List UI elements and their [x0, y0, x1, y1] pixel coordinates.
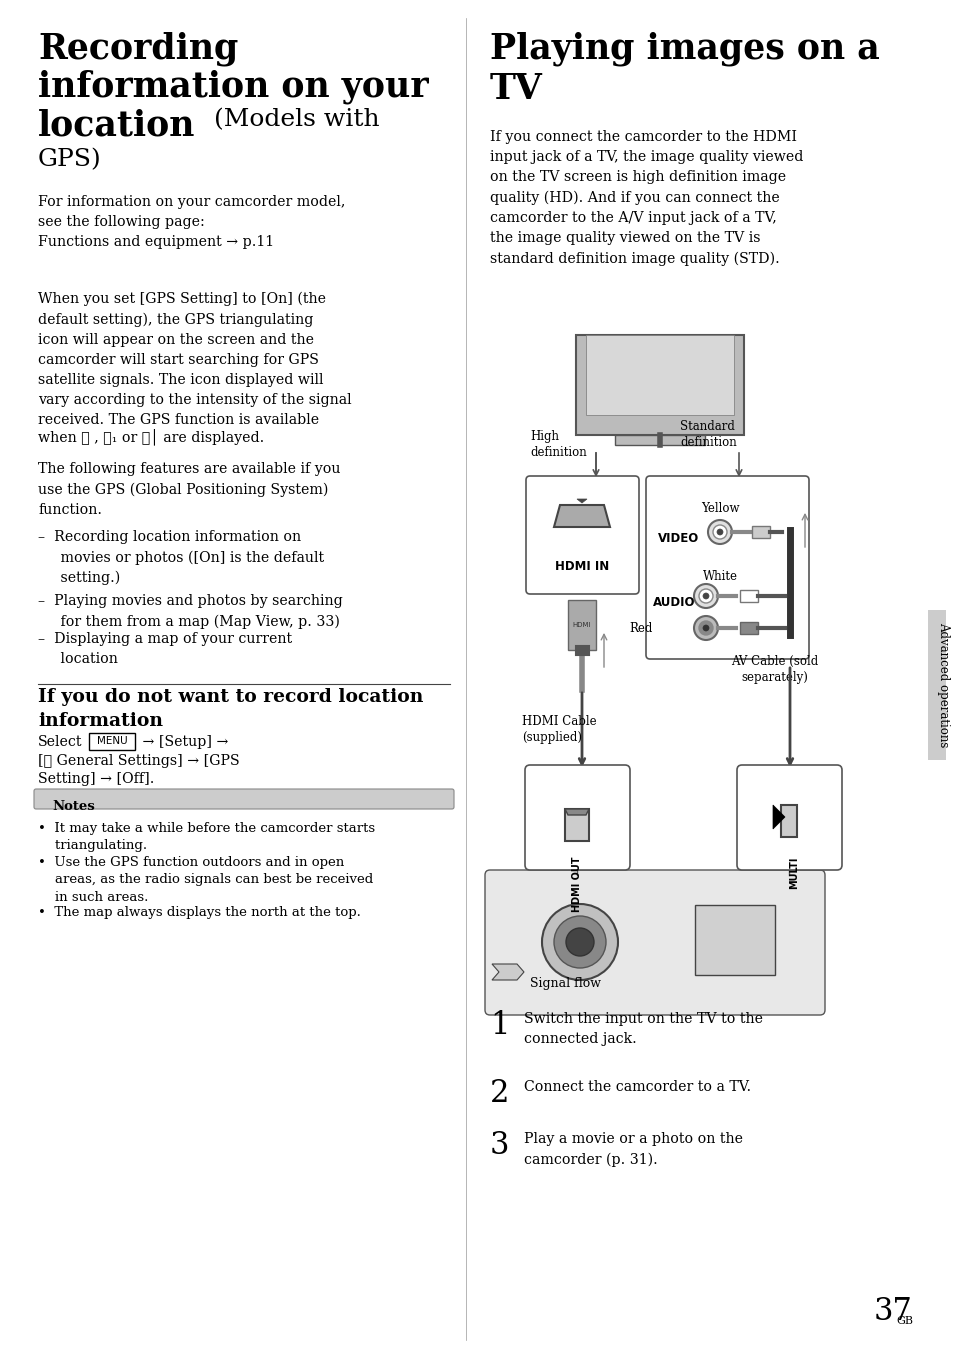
Text: High
definition: High definition — [530, 430, 586, 459]
Text: → [Setup] →: → [Setup] → — [138, 735, 228, 749]
Text: (Models with: (Models with — [206, 109, 379, 132]
Text: AV Cable (sold
separately): AV Cable (sold separately) — [731, 655, 818, 684]
Text: 1: 1 — [490, 1010, 509, 1041]
Text: HDMI Cable
(supplied): HDMI Cable (supplied) — [521, 715, 596, 744]
Bar — [576, 335, 743, 436]
Text: If you do not want to record location
information: If you do not want to record location in… — [38, 688, 423, 730]
Circle shape — [541, 904, 618, 980]
Text: Signal flow: Signal flow — [530, 977, 600, 991]
Text: Advanced operations: Advanced operations — [937, 623, 949, 748]
Text: •  Use the GPS function outdoors and in open
    areas, as the radio signals can: • Use the GPS function outdoors and in o… — [38, 856, 373, 904]
Text: 3: 3 — [490, 1130, 509, 1162]
FancyBboxPatch shape — [484, 870, 824, 1015]
Text: when ★ , ★₁ or ★│ are displayed.: when ★ , ★₁ or ★│ are displayed. — [38, 427, 264, 445]
Text: –  Playing movies and photos by searching
     for them from a map (Map View, p.: – Playing movies and photos by searching… — [38, 594, 342, 628]
Circle shape — [712, 525, 726, 539]
Text: [✔ General Settings] → [GPS: [✔ General Settings] → [GPS — [38, 754, 239, 768]
Text: MENU: MENU — [96, 735, 127, 746]
Circle shape — [693, 616, 718, 641]
Text: –  Displaying a map of your current
     location: – Displaying a map of your current locat… — [38, 632, 292, 666]
Text: Notes: Notes — [52, 801, 94, 813]
Circle shape — [699, 589, 712, 603]
Text: Recording: Recording — [38, 33, 238, 66]
Bar — [927, 611, 945, 760]
Circle shape — [565, 928, 594, 955]
Text: –  Recording location information on
     movies or photos ([On] is the default
: – Recording location information on movi… — [38, 531, 324, 585]
Bar — [740, 622, 758, 634]
Text: The following features are available if you
use the GPS (Global Positioning Syst: The following features are available if … — [38, 461, 340, 517]
Text: GPS): GPS) — [38, 148, 102, 171]
Bar — [564, 809, 588, 841]
Bar — [740, 590, 758, 603]
Text: 37: 37 — [873, 1296, 912, 1327]
Text: Playing images on a: Playing images on a — [490, 33, 879, 66]
Bar — [615, 436, 704, 445]
Text: HDMI IN: HDMI IN — [555, 560, 608, 573]
Text: Setting] → [Off].: Setting] → [Off]. — [38, 772, 154, 786]
Polygon shape — [772, 805, 784, 829]
Text: Switch the input on the TV to the
connected jack.: Switch the input on the TV to the connec… — [523, 1012, 762, 1046]
Circle shape — [707, 520, 731, 544]
Text: If you connect the camcorder to the HDMI
input jack of a TV, the image quality v: If you connect the camcorder to the HDMI… — [490, 130, 802, 266]
Circle shape — [554, 916, 605, 968]
FancyBboxPatch shape — [89, 733, 135, 750]
Text: 2: 2 — [490, 1077, 509, 1109]
Text: •  The map always displays the north at the top.: • The map always displays the north at t… — [38, 906, 360, 919]
Text: Standard
definition: Standard definition — [679, 421, 736, 449]
Polygon shape — [492, 963, 523, 980]
Text: VIDEO: VIDEO — [658, 532, 699, 544]
Text: Red: Red — [629, 622, 652, 635]
Text: MULTI: MULTI — [788, 858, 799, 889]
Bar — [567, 600, 596, 650]
Text: location: location — [38, 109, 195, 142]
Text: For information on your camcorder model,
see the following page:
Functions and e: For information on your camcorder model,… — [38, 195, 345, 250]
Text: HDMI: HDMI — [572, 622, 591, 628]
Text: information on your: information on your — [38, 71, 428, 104]
FancyBboxPatch shape — [645, 476, 808, 660]
Circle shape — [699, 622, 712, 635]
Text: TV: TV — [490, 72, 542, 106]
Circle shape — [702, 626, 708, 631]
Text: •  It may take a while before the camcorder starts
    triangulating.: • It may take a while before the camcord… — [38, 822, 375, 852]
FancyBboxPatch shape — [524, 765, 629, 870]
Polygon shape — [577, 499, 586, 503]
Circle shape — [717, 529, 722, 535]
Bar — [781, 805, 796, 837]
Circle shape — [693, 584, 718, 608]
Bar — [751, 527, 769, 537]
FancyBboxPatch shape — [737, 765, 841, 870]
Bar — [585, 335, 733, 415]
Text: When you set [GPS Setting] to [On] (the
default setting), the GPS triangulating
: When you set [GPS Setting] to [On] (the … — [38, 292, 352, 427]
Text: Connect the camcorder to a TV.: Connect the camcorder to a TV. — [523, 1080, 750, 1094]
Text: GB: GB — [895, 1316, 912, 1326]
Text: Play a movie or a photo on the
camcorder (p. 31).: Play a movie or a photo on the camcorder… — [523, 1132, 742, 1167]
Polygon shape — [554, 505, 609, 527]
Text: Yellow: Yellow — [700, 502, 739, 516]
Text: HDMI OUT: HDMI OUT — [572, 858, 581, 912]
Circle shape — [702, 593, 708, 598]
FancyBboxPatch shape — [34, 788, 454, 809]
Text: White: White — [701, 570, 737, 584]
FancyBboxPatch shape — [525, 476, 639, 594]
Polygon shape — [564, 809, 588, 816]
Text: Select: Select — [38, 735, 82, 749]
Text: AUDIO: AUDIO — [652, 596, 695, 608]
Bar — [695, 905, 774, 974]
